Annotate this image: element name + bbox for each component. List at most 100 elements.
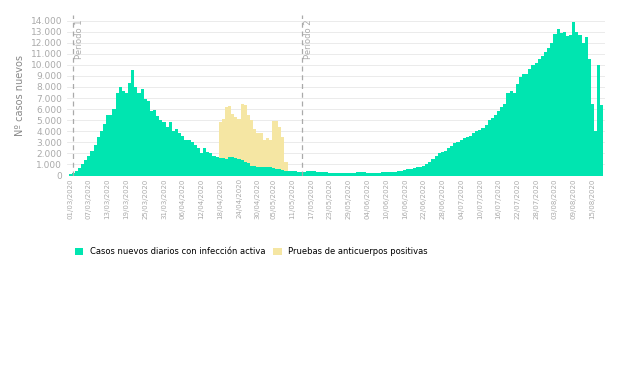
Bar (225, 107, 228, 159)
Bar (281, 137, 285, 170)
Bar (272, 168, 275, 176)
Bar (103, 124, 106, 176)
Bar (478, 130, 482, 176)
Bar (410, 169, 413, 176)
Bar (197, 148, 200, 176)
Bar (247, 163, 250, 176)
Bar (372, 173, 375, 176)
Bar (519, 77, 522, 176)
Bar (300, 172, 303, 176)
Bar (147, 101, 150, 176)
Bar (128, 82, 131, 176)
Bar (528, 69, 531, 176)
Bar (422, 166, 425, 176)
Bar (350, 173, 353, 176)
Bar (334, 173, 337, 176)
Bar (513, 92, 516, 176)
Bar (244, 162, 247, 176)
Bar (109, 115, 112, 176)
Bar (456, 142, 459, 176)
Bar (384, 172, 388, 176)
Bar (225, 159, 228, 176)
Bar (363, 172, 366, 176)
Bar (588, 59, 591, 176)
Bar (435, 156, 438, 176)
Bar (181, 136, 184, 176)
Bar (578, 35, 582, 176)
Bar (91, 151, 94, 176)
Bar (560, 33, 563, 176)
Bar (153, 110, 156, 176)
Bar (69, 174, 72, 176)
Bar (378, 173, 381, 176)
Text: Período 1: Período 1 (76, 20, 84, 59)
Bar (241, 103, 244, 160)
Text: Período 2: Período 2 (304, 20, 313, 59)
Bar (265, 138, 269, 167)
Bar (400, 171, 403, 176)
Bar (200, 153, 203, 176)
Bar (585, 37, 588, 176)
Bar (228, 106, 231, 157)
Bar (381, 173, 384, 176)
Bar (169, 123, 172, 176)
Bar (522, 74, 525, 176)
Bar (281, 170, 285, 176)
Bar (178, 134, 181, 176)
Bar (547, 48, 551, 176)
Bar (256, 167, 259, 176)
Bar (466, 137, 469, 176)
Bar (234, 158, 237, 176)
Bar (541, 56, 544, 176)
Bar (144, 99, 147, 176)
Bar (156, 116, 159, 176)
Bar (253, 166, 256, 176)
Bar (353, 173, 356, 176)
Bar (463, 138, 466, 176)
Bar (341, 173, 344, 176)
Bar (444, 151, 447, 176)
Bar (269, 139, 272, 167)
Bar (206, 152, 210, 176)
Bar (494, 115, 497, 176)
Bar (100, 131, 103, 176)
Bar (247, 115, 250, 163)
Bar (203, 148, 206, 176)
Bar (475, 131, 478, 176)
Bar (278, 170, 281, 176)
Bar (138, 92, 141, 176)
Bar (190, 142, 193, 176)
Bar (557, 29, 560, 176)
Bar (406, 170, 410, 176)
Bar (216, 157, 219, 176)
Bar (275, 169, 278, 176)
Bar (81, 164, 84, 176)
Bar (544, 52, 547, 176)
Bar (184, 140, 187, 176)
Bar (256, 134, 259, 167)
Bar (210, 153, 213, 176)
Bar (428, 162, 432, 176)
Bar (416, 167, 419, 176)
Bar (275, 121, 278, 169)
Bar (78, 168, 81, 176)
Bar (391, 172, 394, 176)
Bar (403, 170, 406, 176)
Bar (262, 167, 265, 176)
Bar (510, 91, 513, 176)
Bar (306, 171, 309, 176)
Bar (534, 63, 538, 176)
Bar (187, 140, 190, 176)
Bar (425, 164, 428, 176)
Bar (241, 160, 244, 176)
Bar (319, 172, 322, 176)
Bar (316, 172, 319, 176)
Bar (453, 144, 456, 176)
Bar (516, 84, 519, 176)
Bar (87, 156, 91, 176)
Bar (554, 34, 557, 176)
Bar (325, 173, 328, 176)
Bar (72, 173, 75, 176)
Bar (375, 173, 378, 176)
Bar (472, 134, 475, 176)
